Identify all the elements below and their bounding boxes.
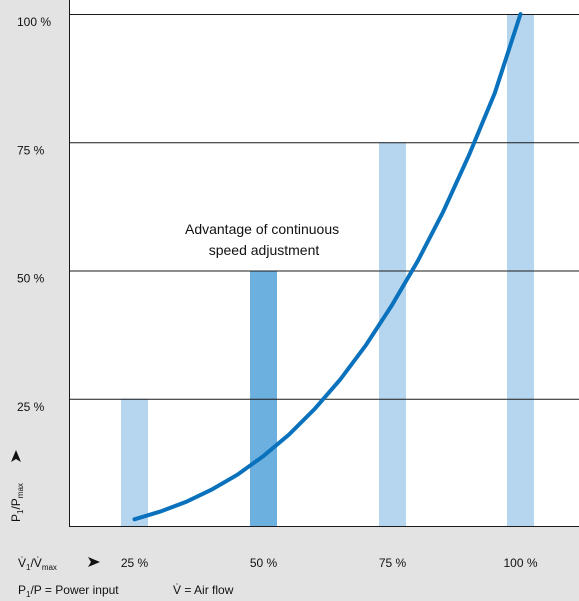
- y-axis-label: P1/Pmax: [9, 450, 25, 522]
- y-tick-label: 100 %: [17, 15, 51, 29]
- x-label-main: V̇: [18, 556, 26, 570]
- y-tick-label: 50 %: [17, 272, 45, 286]
- y-label-mid: /P: [9, 498, 23, 509]
- y-label-sub2: max: [16, 483, 25, 498]
- x-axis-band: [0, 527, 579, 601]
- legend-airflow: V̇ = Air flow: [173, 583, 234, 597]
- x-label-sub2: max: [42, 563, 57, 572]
- svg-text:P1/Pmax: P1/Pmax: [9, 483, 25, 522]
- y-tick-label: 75 %: [17, 143, 45, 157]
- x-label-sub1: 1: [26, 563, 31, 572]
- x-label-mid: /V̇: [30, 556, 41, 570]
- y-tick-labels: 25 % 50 % 75 % 100 %: [17, 15, 51, 414]
- legend-power-main: P: [18, 583, 26, 597]
- annotation-line-2: speed adjustment: [209, 242, 320, 258]
- axes: [69, 0, 579, 527]
- x-tick-label: 75 %: [379, 556, 407, 570]
- x-tick-label: 50 %: [250, 556, 278, 570]
- x-tick-labels: 25 % 50 % 75 % 100 %: [121, 556, 538, 570]
- legend-power: P1/P = Power input: [18, 583, 119, 599]
- y-label-sub1: 1: [16, 509, 25, 514]
- plot-area: [69, 0, 579, 527]
- y-label-main: P: [9, 514, 23, 522]
- y-axis-arrow-icon: [11, 450, 21, 462]
- power-curve: [132, 12, 523, 522]
- x-axis-arrow-icon: [88, 557, 100, 567]
- legend-power-sub: 1: [26, 590, 31, 599]
- legend-power-rest: /P = Power input: [30, 583, 119, 597]
- x-tick-label: 25 %: [121, 556, 149, 570]
- y-tick-label: 25 %: [17, 400, 45, 414]
- bar-1: [121, 398, 148, 527]
- x-tick-label: 100 %: [503, 556, 537, 570]
- gridlines: [69, 14, 579, 400]
- bar-3: [379, 142, 406, 527]
- y-axis-band: [0, 0, 69, 601]
- annotation: Advantage of continuous speed adjustment: [185, 221, 343, 258]
- annotation-line-1: Advantage of continuous: [185, 221, 339, 237]
- x-axis-label: V̇1/V̇max: [18, 556, 57, 572]
